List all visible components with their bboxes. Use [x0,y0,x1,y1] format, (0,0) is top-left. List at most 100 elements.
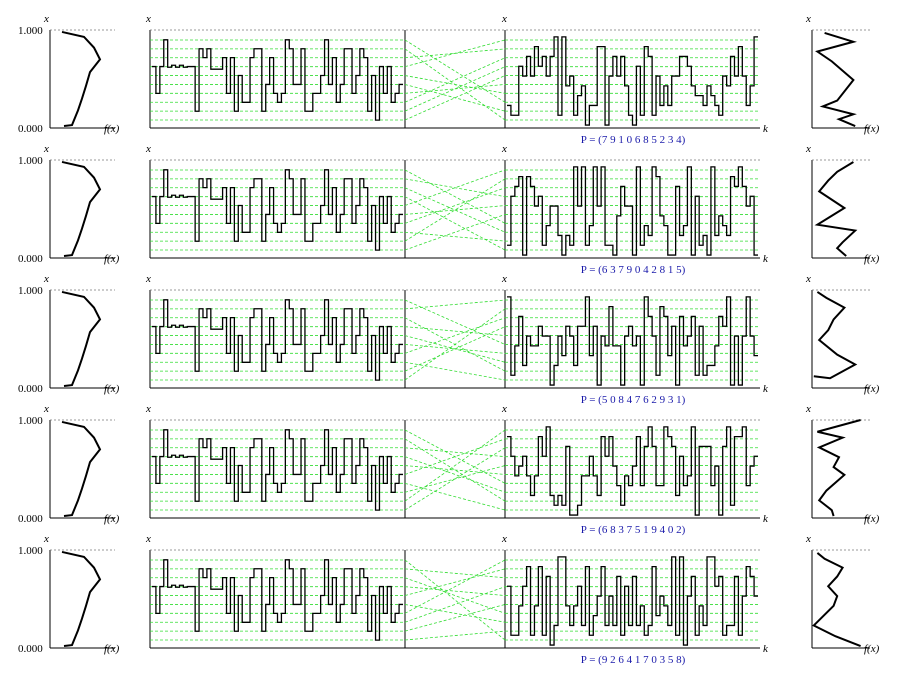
right-x-label: x [501,13,507,25]
permutation-link [404,187,506,224]
k-label: k [763,383,769,395]
permutation-link [404,568,506,579]
left-x-label: x [43,143,49,155]
permutation-link [404,308,506,381]
permutation-label: P = (5 0 8 4 7 6 2 9 3 1) [581,394,686,406]
original-signal [152,559,403,641]
permutation-link [404,196,506,251]
permutation-link [404,559,506,614]
permutation-link [404,429,506,502]
permutation-link [404,447,506,458]
permuted-signal [507,296,758,386]
permutation-link [404,429,506,484]
left-bottom-value: 0.000 [18,643,43,655]
k-label: k [763,513,769,525]
main-x-label: x [145,403,151,415]
permuted-signal [507,166,758,256]
permutation-link [404,438,506,475]
left-x-label: x [43,403,49,415]
permutation-link [404,178,506,198]
permutation-link [404,326,506,372]
permutation-link [404,84,506,112]
permuted-signal [507,556,758,646]
left-fx-curve [61,420,102,518]
permutation-link [404,231,506,242]
permutation-link [404,577,506,614]
k-label: k [763,253,769,265]
main-x-label: x [145,273,151,285]
row-3: P = (5 0 8 4 7 6 2 9 3 1) [49,289,870,406]
permutation-link [404,39,506,68]
left-top-value: 1.000 [18,415,43,427]
right-fx-label: f(x) [864,513,880,525]
right-fx-x-label: x [805,533,811,545]
left-x-label: x [43,533,49,545]
right-fx-x-label: x [805,143,811,155]
permutation-link [404,169,506,206]
left-fx-label: f(x) [104,253,120,265]
permutation-link [404,326,506,336]
permutation-link [404,559,506,641]
row-2: P = (6 3 7 9 0 4 2 8 1 5) [49,159,870,276]
left-fx-label: f(x) [104,643,120,655]
permutation-link [404,299,506,345]
permutation-link [404,456,506,493]
main-x-label: x [145,533,151,545]
permutation-label: P = (7 9 1 0 6 8 5 2 3 4) [581,134,686,146]
right-x-label: x [501,273,507,285]
left-fx-label: f(x) [104,123,120,135]
permutation-link [404,317,506,354]
main-x-label: x [145,13,151,25]
permutation-link [404,39,506,103]
permutation-link [404,630,506,641]
permutation-link [404,57,506,103]
permutation-link [404,205,506,215]
left-top-value: 1.000 [18,25,43,37]
permutation-link [404,344,506,354]
original-signal [152,429,403,511]
left-top-value: 1.000 [18,285,43,297]
right-fx-curve [815,31,857,127]
right-x-label: x [501,533,507,545]
left-bottom-value: 0.000 [18,253,43,265]
right-fx-curve [812,552,861,647]
right-fx-curve [813,291,858,380]
right-fx-label: f(x) [864,383,880,395]
right-fx-label: f(x) [864,123,880,135]
permutation-link [404,75,506,94]
permutation-link [404,187,506,233]
left-top-value: 1.000 [18,545,43,557]
permutation-link [404,75,506,121]
row-5: P = (9 2 6 4 1 7 0 3 5 8) [49,549,870,666]
permutation-link [404,586,506,623]
permutation-link [404,586,506,596]
permutation-link [404,465,506,475]
right-x-label: x [501,143,507,155]
left-x-label: x [43,13,49,25]
left-x-label: x [43,273,49,285]
main-x-label: x [145,143,151,155]
original-signal [152,39,403,121]
right-fx-x-label: x [805,13,811,25]
left-fx-label: f(x) [104,513,120,525]
left-fx-curve [61,290,102,388]
row-1: P = (7 9 1 0 6 8 5 2 3 4) [49,29,870,146]
right-fx-label: f(x) [864,643,880,655]
left-fx-curve [61,550,102,648]
k-label: k [763,123,769,135]
permutation-label: P = (9 2 6 4 1 7 0 3 5 8) [581,654,686,666]
right-fx-x-label: x [805,273,811,285]
permutation-link [404,482,506,511]
permutation-link [404,568,506,596]
left-bottom-value: 0.000 [18,513,43,525]
permutation-link [404,465,506,493]
right-fx-label: f(x) [864,253,880,265]
k-label: k [763,643,769,655]
left-bottom-value: 0.000 [18,383,43,395]
permutation-link [404,361,506,381]
permutation-link [404,604,506,623]
left-fx-label: f(x) [104,383,120,395]
permutation-link [404,169,506,224]
original-signal [152,169,403,251]
left-top-value: 1.000 [18,155,43,167]
